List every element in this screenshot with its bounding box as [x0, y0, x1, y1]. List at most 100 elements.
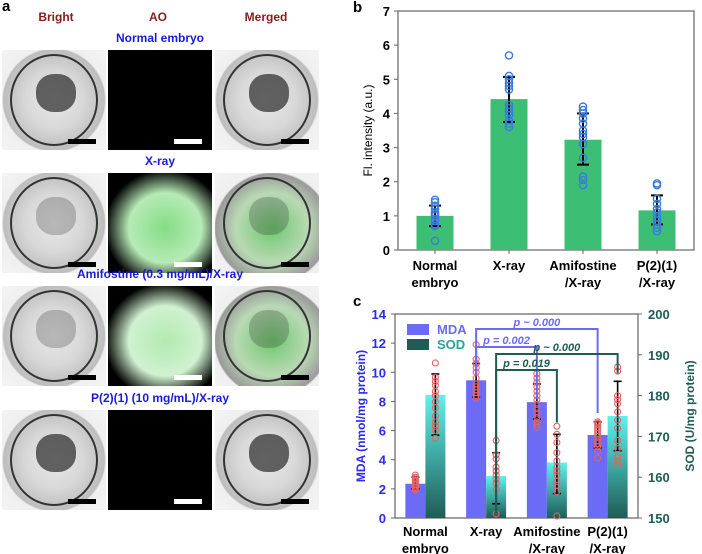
- x-tick-label: X-ray: [493, 258, 526, 273]
- y-axis-label: Fl. intensity (a.u.): [361, 84, 375, 176]
- embryo-image-bright: [2, 410, 106, 510]
- x-tick-label: Normal: [413, 258, 458, 273]
- data-point: [652, 216, 662, 226]
- y-tick-label: 7: [383, 4, 390, 19]
- embryo-image-ao: [108, 50, 212, 150]
- x-tick-label: P(2)(1): [587, 524, 627, 539]
- y-right-tick-label: 190: [648, 348, 670, 363]
- bar-sod: [425, 394, 446, 518]
- plot-frame: [397, 10, 695, 251]
- chart-fluorescence-intensity: b 0 1 2 3 4 5 6 7 Fl. intensity (a.u.) Normal embr…: [353, 0, 695, 290]
- data-point: [504, 51, 514, 60]
- embryo-image-ao: [108, 410, 212, 510]
- embryo-image-bright: [2, 173, 106, 273]
- y-axis-label: MDA (nmol/mg protein): [354, 350, 368, 482]
- x-tick-label: embryo: [402, 541, 449, 554]
- y-right-axis-label: SOD (U/mg protein): [683, 360, 697, 471]
- data-point: [614, 408, 622, 416]
- y-right-tick-label: 180: [648, 389, 670, 404]
- x-tick-label: Normal: [403, 524, 448, 539]
- y-tick-label: 0: [383, 243, 390, 258]
- data-point: [533, 421, 541, 429]
- embryo-yolk: [36, 310, 76, 348]
- data-point: [431, 412, 439, 420]
- data-point: [594, 447, 602, 455]
- data-point: [614, 457, 622, 465]
- legend-swatch: [407, 324, 429, 335]
- scale-bar: [281, 262, 309, 267]
- embryo-yolk: [36, 434, 76, 472]
- data-point: [431, 392, 439, 400]
- bar-mda: [405, 483, 426, 518]
- data-point: [533, 413, 541, 422]
- data-point: [504, 119, 514, 128]
- scale-bar: [68, 375, 96, 380]
- scale-bar: [174, 499, 202, 504]
- data-point: [578, 102, 588, 111]
- data-point: [431, 377, 439, 385]
- x-tick-label: Amifostine: [549, 258, 616, 273]
- data-point: [504, 74, 514, 84]
- data-point: [553, 422, 561, 430]
- data-point: [652, 179, 662, 188]
- data-point: [614, 461, 622, 469]
- data-point: [504, 115, 514, 125]
- data-point: [578, 114, 588, 123]
- scale-bar: [174, 262, 202, 267]
- embryo-image-merged: [215, 410, 319, 510]
- data-point: [553, 438, 561, 447]
- data-point: [614, 416, 622, 424]
- embryo-image-merged: [215, 50, 319, 150]
- x-tick-label: /X-ray: [639, 275, 676, 290]
- x-tick-label: /X-ray: [529, 541, 566, 554]
- data-point: [411, 471, 419, 479]
- data-point: [578, 172, 588, 181]
- data-point: [430, 197, 440, 207]
- column-header-merged: Merged: [244, 10, 288, 24]
- embryo-image-ao: [108, 286, 212, 386]
- data-point: [652, 194, 662, 204]
- bar-mda: [526, 402, 547, 518]
- embryo-image-bright: [2, 286, 106, 386]
- legend-swatch: [407, 339, 429, 350]
- data-point: [614, 436, 622, 445]
- data-point: [614, 445, 622, 453]
- y-tick-label: 2: [383, 175, 390, 190]
- data-point: [430, 220, 440, 229]
- embryo-image-merged: [215, 173, 319, 273]
- data-point: [533, 409, 541, 417]
- y-tick-label: 5: [383, 72, 390, 87]
- data-point: [614, 396, 622, 404]
- data-point: [411, 473, 419, 481]
- data-point: [614, 453, 622, 461]
- embryo-yolk: [36, 74, 76, 112]
- embryo-outline: [223, 414, 311, 506]
- bar-sod: [607, 416, 628, 518]
- p-value-label: p = 0.002: [482, 335, 530, 347]
- column-header-bright: Bright: [38, 10, 74, 24]
- x-tick-label: /X-ray: [565, 275, 602, 290]
- y-right-tick-label: 160: [648, 470, 670, 485]
- data-point: [652, 204, 662, 214]
- y-right-tick-label: 170: [648, 429, 670, 444]
- embryo-image-bright: [2, 50, 106, 150]
- data-point: [553, 430, 561, 438]
- panel-c-letter: c: [353, 293, 361, 310]
- data-point: [553, 471, 561, 479]
- embryo-yolk: [36, 197, 76, 235]
- data-point: [431, 426, 439, 434]
- row-label: P(2)(1) (10 mg/mL)/X-ray: [90, 391, 230, 405]
- y-tick-label: 3: [383, 141, 390, 156]
- y-tick-label: 4: [383, 106, 391, 121]
- data-point: [504, 104, 514, 113]
- scale-bar: [68, 139, 96, 144]
- data-point: [578, 153, 588, 163]
- embryo-outline: [10, 290, 98, 382]
- p-value-label: p = 0.019: [502, 358, 551, 370]
- y-tick-label: 2: [379, 482, 386, 497]
- data-point: [553, 457, 561, 465]
- scale-bar: [281, 499, 309, 504]
- data-point: [533, 400, 541, 408]
- data-point: [614, 400, 622, 408]
- data-point: [430, 195, 440, 205]
